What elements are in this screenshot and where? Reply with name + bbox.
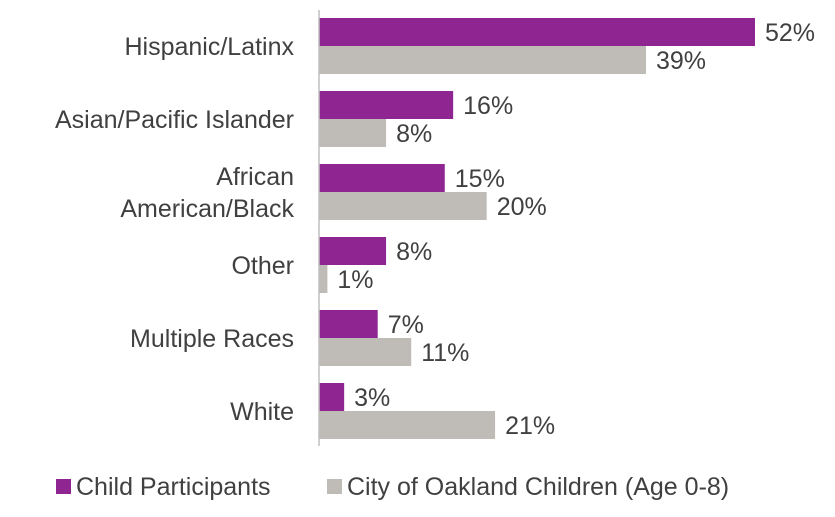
bar-series1-3 — [319, 164, 445, 192]
bar-series2-4 — [319, 265, 328, 293]
legend-label-1: Child Participants — [76, 473, 271, 501]
category-label-2: Asian/Pacific Islander — [55, 106, 294, 134]
legend-label-2: City of Oakland Children (Age 0-8) — [347, 473, 729, 501]
value-label-series2-2: 8% — [396, 120, 432, 148]
value-label-series1-3: 15% — [455, 165, 505, 193]
value-label-series1-5: 7% — [388, 311, 424, 339]
bars-group — [319, 18, 755, 439]
legend-swatch-2 — [327, 479, 342, 494]
bar-series1-6 — [319, 383, 345, 411]
bar-series1-2 — [319, 91, 454, 119]
value-labels: 52% 39% 16% 8% 15%20% 8% 1% 7%11% 3% 21% — [337, 19, 815, 440]
value-label-series2-5: 11% — [421, 339, 469, 367]
category-label-4: Other — [231, 252, 294, 280]
value-label-series2-6: 21% — [505, 412, 555, 440]
value-label-series1-4: 8% — [396, 238, 432, 266]
value-label-series1-1: 52% — [765, 19, 815, 47]
bar-series2-6 — [319, 411, 496, 439]
category-label-3-line1: African — [216, 163, 294, 191]
value-label-series2-4: 1% — [337, 266, 373, 294]
category-label-5: Multiple Races — [130, 325, 294, 353]
category-labels: Hispanic/Latinx Asian/Pacific Islander Afr… — [55, 33, 295, 426]
value-label-series1-2: 16% — [463, 92, 513, 120]
value-label-series1-6: 3% — [354, 384, 390, 412]
legend: Child Participants City of Oakland Childr… — [56, 473, 729, 501]
value-label-series2-3: 20% — [497, 193, 547, 221]
legend-swatch-1 — [56, 479, 71, 494]
bar-series2-3 — [319, 192, 487, 220]
bar-series1-1 — [319, 18, 755, 46]
bar-series2-1 — [319, 46, 646, 74]
bar-series2-2 — [319, 119, 387, 147]
category-label-1: Hispanic/Latinx — [124, 33, 294, 61]
value-label-series2-1: 39% — [656, 47, 706, 75]
bar-series1-4 — [319, 237, 387, 265]
category-label-3-line2: American/Black — [120, 195, 294, 223]
bar-series2-5 — [319, 338, 412, 366]
bar-series1-5 — [319, 310, 378, 338]
category-label-6: White — [230, 398, 294, 426]
